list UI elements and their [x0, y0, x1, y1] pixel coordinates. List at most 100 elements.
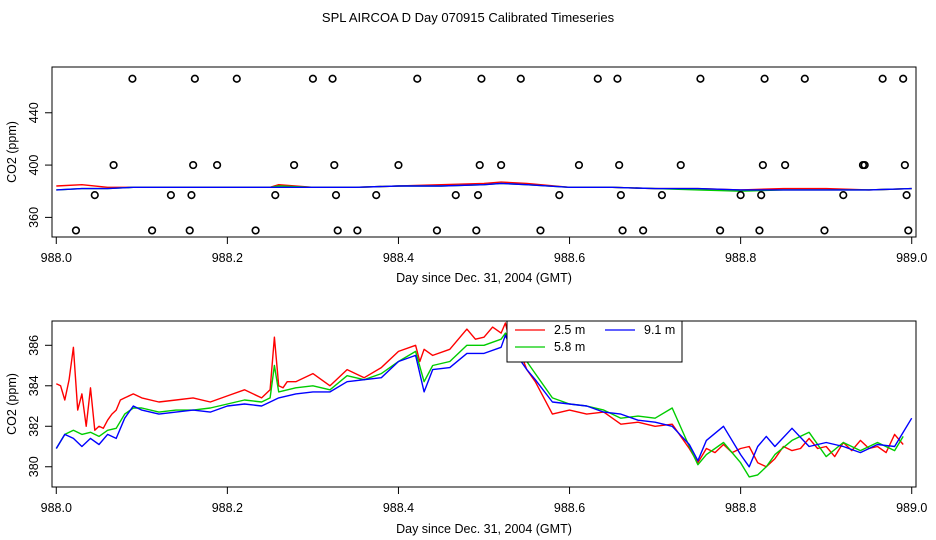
legend-label-2-5m: 2.5 m [554, 323, 585, 337]
flask-point [593, 74, 602, 83]
flask-point [716, 226, 725, 235]
bottom-x-tick-label: 988.6 [554, 501, 585, 515]
top-x-tick-label: 989.0 [896, 251, 927, 265]
flask-point [90, 191, 99, 200]
flask-point [109, 160, 118, 170]
flask-point [878, 74, 887, 83]
flask-point [536, 226, 545, 235]
bottom-x-tick-label: 988.4 [383, 501, 414, 515]
flask-point [696, 74, 705, 83]
top-x-axis-label: Day since Dec. 31, 2004 (GMT) [396, 271, 572, 285]
flask-point [190, 74, 199, 83]
bottom-plot-frame [51, 320, 917, 488]
flask-point [232, 74, 241, 83]
bottom-y-tick-label: 386 [27, 335, 41, 356]
bottom-x-axis-label: Day since Dec. 31, 2004 (GMT) [396, 522, 572, 536]
flask-point [574, 160, 584, 170]
legend-box [506, 320, 683, 363]
bottom-panel: 988.0 988.2 988.4 988.6 988.8 989.0 380 382 384… [5, 320, 927, 536]
flask-point [900, 160, 909, 170]
top-series-lines [56, 181, 912, 192]
flask-point [899, 74, 908, 83]
flask-point [555, 191, 564, 200]
bottom-y-axis-label: CO2 (ppm) [5, 373, 19, 435]
flask-point [372, 191, 381, 200]
flask-point [473, 191, 483, 200]
bottom-y-tick-label: 380 [27, 456, 41, 477]
top-x-tick-label: 988.6 [554, 251, 585, 265]
flask-point [615, 160, 624, 170]
top-y-tick-label: 360 [27, 207, 41, 228]
flask-point [451, 191, 460, 200]
figure-title: SPL AIRCOA D Day 070915 Calibrated Times… [322, 10, 615, 25]
flask-point [613, 74, 622, 83]
flask-point [760, 74, 769, 83]
flask-point [71, 226, 81, 235]
bottom-x-tick-label: 988.2 [212, 501, 243, 515]
flask-point [432, 226, 442, 235]
flask-point [187, 191, 196, 200]
flask-point [308, 74, 318, 83]
top-x-axis: 988.0 988.2 988.4 988.6 988.8 989.0 [41, 237, 927, 265]
bottom-y-tick-label: 382 [27, 416, 41, 437]
top-line-2-5-m [56, 181, 912, 191]
flask-point [736, 191, 745, 200]
flask-point [497, 160, 506, 170]
flask-point [839, 191, 848, 200]
top-x-tick-label: 988.4 [383, 251, 414, 265]
flask-point [475, 160, 484, 170]
bottom-y-axis: 380 382 384 386 [27, 335, 52, 477]
flask-point [331, 191, 341, 200]
flask-point [330, 160, 339, 170]
flask-point [394, 160, 403, 170]
flask-point [904, 226, 913, 235]
top-plot-frame [51, 66, 917, 238]
bottom-x-tick-label: 988.0 [41, 501, 72, 515]
legend-label-9-1m: 9.1 m [644, 323, 675, 337]
flask-point [477, 74, 486, 83]
bottom-line-9-1-m [55, 334, 913, 468]
flask-point [213, 160, 222, 170]
flask-point [166, 191, 176, 200]
legend-label-5-8m: 5.8 m [554, 340, 585, 354]
top-line-9-1-m [56, 182, 912, 191]
flask-point [353, 226, 362, 235]
flask-point [413, 74, 422, 83]
bottom-line-5-8-m [55, 332, 904, 478]
flask-point [639, 226, 648, 235]
flask-point [516, 74, 525, 83]
flask-point [271, 191, 280, 200]
flask-point [251, 226, 260, 235]
flask-point [328, 74, 337, 83]
flask-point [189, 160, 198, 170]
top-y-axis-label: CO2 (ppm) [5, 121, 19, 183]
top-x-tick-label: 988.2 [212, 251, 243, 265]
top-flask-points [71, 74, 913, 235]
bottom-series-lines [55, 322, 913, 478]
flask-point [781, 160, 790, 170]
flask-point [333, 226, 342, 235]
flask-point [618, 226, 627, 235]
flask-point [147, 226, 157, 235]
bottom-y-tick-label: 384 [27, 375, 41, 396]
flask-point [757, 191, 766, 200]
flask-point [820, 226, 829, 235]
flask-point [902, 191, 911, 200]
flask-point [657, 191, 667, 200]
flask-point [758, 160, 767, 170]
bottom-x-axis: 988.0 988.2 988.4 988.6 988.8 989.0 [41, 487, 927, 515]
bottom-x-tick-label: 988.8 [725, 501, 756, 515]
flask-point [800, 74, 809, 83]
top-y-tick-label: 440 [27, 102, 41, 123]
legend: 2.5 m 9.1 m 5.8 m [506, 320, 683, 363]
top-y-tick-label: 400 [27, 155, 41, 176]
flask-point [755, 226, 764, 235]
flask-point [860, 160, 869, 170]
flask-point [616, 191, 625, 200]
flask-point [472, 226, 481, 235]
flask-point [128, 74, 137, 83]
bottom-x-tick-label: 989.0 [896, 501, 927, 515]
top-x-tick-label: 988.0 [41, 251, 72, 265]
top-x-tick-label: 988.8 [725, 251, 756, 265]
